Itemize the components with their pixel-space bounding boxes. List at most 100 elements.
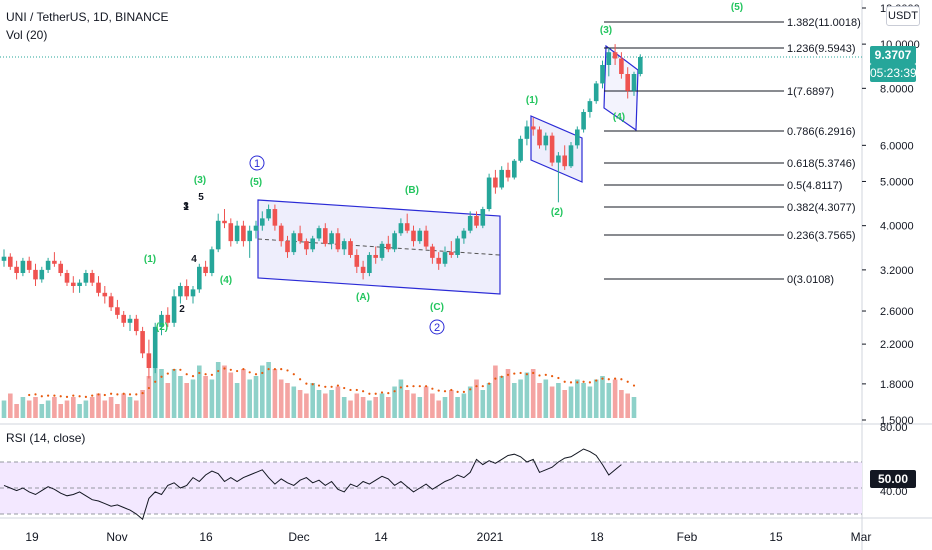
candle-body [417, 230, 423, 242]
candle-body [1, 256, 7, 261]
volume-bar [140, 390, 145, 418]
volume-ma-point [248, 371, 251, 374]
volume-bar [316, 390, 322, 418]
volume-ma-point [601, 377, 604, 380]
volume-bar [310, 383, 315, 418]
volume-bar [505, 369, 511, 418]
volume-bar [228, 372, 234, 418]
candle-body [165, 314, 171, 323]
volume-ma-point [362, 390, 365, 393]
candle-body [518, 138, 523, 161]
volume-ma-point [166, 372, 169, 375]
volume-ma-point [204, 373, 207, 376]
volume-bar [146, 376, 152, 418]
candle-body [14, 266, 19, 273]
volume-bar [581, 383, 586, 418]
volume-bar [102, 400, 108, 418]
candle-body [524, 126, 530, 139]
volume-ma-point [267, 368, 270, 371]
volume-bar [323, 393, 328, 418]
time-axis-label: Nov [106, 530, 127, 544]
candle-body [455, 238, 460, 255]
volume-bar [96, 393, 101, 418]
volume-ma-point [122, 392, 125, 395]
candle-body [499, 169, 504, 188]
volume-ma-point [147, 386, 150, 390]
volume-bar [26, 400, 32, 418]
volume-ma-point [160, 375, 163, 378]
volume-ma-point [91, 394, 94, 397]
volume-bar [285, 383, 290, 418]
wave-circle [429, 319, 445, 335]
candle-body [575, 129, 580, 146]
volume-ma-point [607, 378, 610, 381]
fib-level-label: 1.382(11.0018) [787, 17, 861, 29]
wave-label: (B) [405, 185, 419, 196]
wave-label: (5) [731, 2, 743, 13]
volume-ma-point [368, 392, 371, 395]
price-tick-label: 1.5000 [880, 415, 914, 427]
volume-ma-point [412, 385, 415, 388]
volume-ma-point [84, 395, 87, 398]
volume-bar [253, 376, 259, 418]
volume-ma-point [324, 385, 327, 388]
candle-body [631, 74, 637, 91]
volume-bar [619, 390, 624, 418]
volume-bar [348, 400, 353, 418]
fib-level-label: 0(3.0108) [787, 274, 834, 286]
candle-body [203, 266, 208, 273]
candle-body [329, 233, 334, 244]
candle-body [638, 57, 643, 75]
candle-body [430, 246, 435, 258]
volume-ma-point [72, 394, 75, 397]
volume-bar [14, 404, 19, 418]
volume-ma-point [330, 385, 333, 388]
wave-label: 2 [179, 304, 185, 315]
candle-body [323, 228, 328, 244]
candle-body [606, 52, 612, 65]
volume-bar [537, 383, 542, 418]
time-axis-label: Feb [677, 530, 698, 544]
candle-body [436, 257, 441, 264]
candle-body [411, 230, 416, 242]
volume-ma-point [532, 371, 535, 375]
volume-ma-point [588, 381, 592, 384]
volume-bar [8, 393, 13, 418]
volume-bar [436, 400, 441, 418]
last-price-tag: 9.3707 [870, 46, 916, 64]
volume-ma-point [494, 377, 497, 380]
volume-ma-point [557, 376, 560, 380]
volume-bar [606, 383, 612, 418]
candle-body [291, 233, 297, 253]
volume-bar [83, 400, 89, 418]
volume-ma-point [500, 375, 503, 378]
volume-bar [411, 393, 416, 418]
volume-ma-point [242, 368, 245, 371]
volume-ma-point [569, 381, 573, 384]
price-tick-label: 3.2000 [880, 265, 914, 277]
candle-body [77, 282, 82, 286]
volume-ma-point [450, 388, 453, 392]
volume-bar [480, 390, 486, 418]
candle-body [373, 254, 378, 258]
candle-body [228, 223, 234, 242]
volume-bar [234, 383, 240, 418]
volume-bar [89, 397, 95, 418]
price-tick-label: 2.6000 [880, 306, 914, 318]
volume-bar [64, 400, 70, 418]
volume-bar [266, 362, 271, 418]
candle-body [461, 230, 467, 239]
volume-bar [386, 397, 391, 418]
candle-body [562, 155, 567, 167]
fib-level-label: 0.236(3.7565) [787, 230, 856, 242]
wave-label: 3 [183, 201, 189, 212]
volume-ma-point [311, 383, 314, 386]
price-tick-label: 6.0000 [880, 140, 914, 152]
volume-ma-point [154, 380, 157, 383]
volume-ma-point [475, 385, 478, 388]
volume-bar [20, 397, 26, 418]
currency-selector[interactable]: USDT [886, 6, 920, 26]
volume-ma-point [425, 385, 428, 388]
candle-body [121, 314, 126, 323]
volume-ma-point [135, 393, 138, 396]
